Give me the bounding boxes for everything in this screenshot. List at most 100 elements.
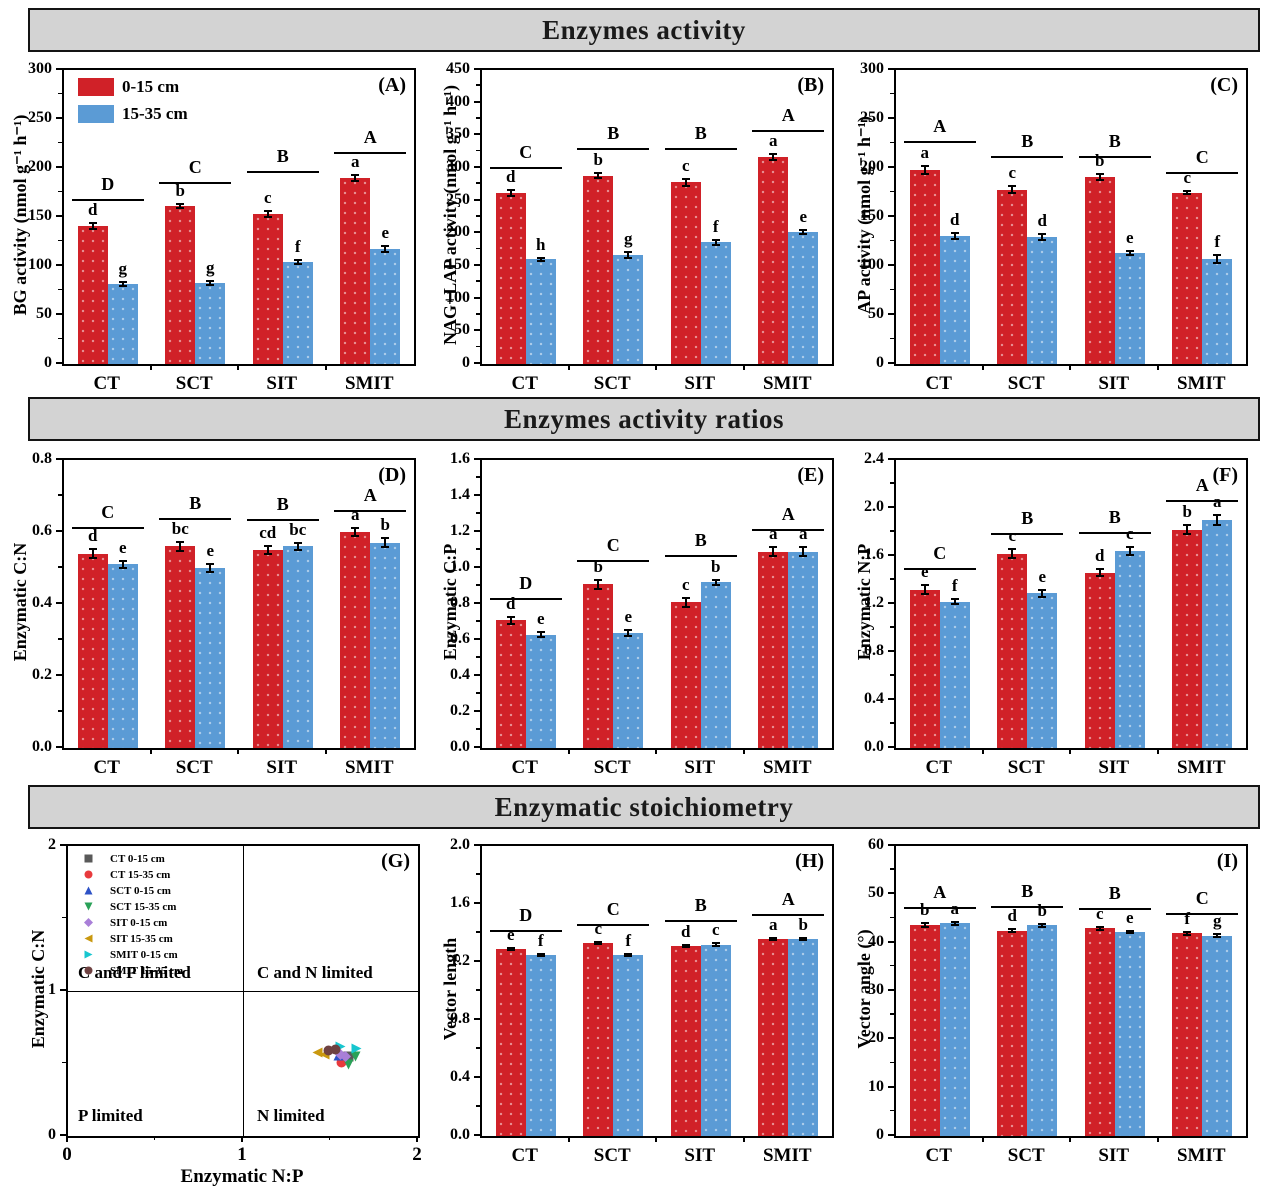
section-header-enzymes-activity-ratios: Enzymes activity ratios [28, 397, 1260, 441]
panel-F: Enzymatic N:P(F)ecdbfecaCBBA0.00.40.81.2… [848, 445, 1266, 785]
panel-tag: (B) [797, 74, 824, 96]
bar-SCT-0-15cm [583, 175, 614, 364]
error-bar-cap [1213, 254, 1222, 257]
significance-letter: b [711, 556, 721, 576]
significance-letter: a [920, 143, 930, 163]
error-bar-cap [381, 251, 390, 254]
x-category-label: SMIT [1176, 373, 1226, 394]
y-minor-tick [476, 117, 480, 119]
x-tick [981, 748, 984, 754]
x-tick [1069, 1136, 1071, 1142]
bar-CT-0-15cm [909, 169, 940, 364]
bar-SMIT-15-35cm [1202, 259, 1233, 364]
error-bar-cap [950, 231, 959, 234]
error-bar-cap [1038, 925, 1047, 928]
y-minor-tick [476, 931, 480, 933]
y-minor-tick [890, 626, 894, 628]
group-significance-letter: C [606, 899, 620, 920]
y-tick [60, 844, 66, 846]
y-minor-tick [476, 313, 480, 315]
x-tick [742, 1136, 745, 1142]
x-category-label: CT [93, 757, 120, 778]
bar-SIT-0-15cm [670, 182, 701, 364]
x-tick [1069, 364, 1071, 370]
scatter-legend-label: SMIT 15-35 cm [110, 965, 184, 977]
error-bar-cap [1038, 238, 1047, 241]
error-bar-cap [594, 943, 603, 946]
error-bar [1128, 251, 1131, 256]
y-tick [474, 329, 480, 332]
y-tick-label: 0.8 [450, 1010, 470, 1027]
y-tick [888, 362, 894, 364]
group-significance-letter: B [1108, 883, 1121, 904]
significance-letter: b [1095, 150, 1105, 170]
significance-letter: d [1007, 906, 1017, 926]
error-bar-cap [950, 923, 959, 926]
error-bar [597, 173, 600, 179]
bar-SIT-0-15cm [1084, 572, 1115, 748]
bar-SMIT-0-15cm [340, 532, 371, 748]
error-bar-cap [950, 603, 959, 605]
x-category-label: SCT [1007, 1145, 1045, 1166]
section-header-enzymes-activity: Enzymes activity [28, 8, 1260, 52]
significance-letter: h [536, 234, 546, 254]
bar-SIT-0-15cm [1084, 176, 1115, 364]
y-tick [474, 530, 480, 532]
error-bar [509, 947, 512, 951]
y-minor-tick [890, 530, 894, 532]
panel-row-1: BG activity (nmol g⁻¹ h⁻¹) (A) d b c a g g f e D C B… [0, 56, 1268, 397]
y-tick-label: 1.6 [450, 894, 470, 911]
x-tick-label: 0 [62, 1144, 72, 1165]
quadrant-label-p-limited: P limited [78, 1106, 143, 1125]
y-tick [474, 166, 480, 168]
y-minor-tick [890, 1109, 894, 1112]
error-bar-cap [681, 184, 690, 187]
y-tick [56, 530, 62, 532]
x-tick [1156, 1136, 1159, 1142]
bar-SMIT-0-15cm [758, 551, 789, 748]
x-tick [567, 364, 570, 370]
y-tick [56, 362, 62, 364]
significance-letter: d [88, 526, 98, 546]
y-tick-label: 1.2 [450, 522, 470, 539]
panel-I: Vector angle (°)(I)bdcfabegABBC010203040… [848, 833, 1266, 1188]
error-bar [509, 189, 512, 197]
group-significance-line [991, 906, 1064, 909]
panel-tag: (H) [795, 850, 824, 872]
group-significance-letter: B [607, 123, 620, 144]
significance-letter: e [1038, 566, 1047, 586]
group-significance-line [664, 148, 737, 151]
bar-SCT-15-35cm [1027, 593, 1058, 748]
error-bar-cap [88, 221, 97, 224]
y-minor-tick [476, 345, 480, 348]
y-tick-label: 50 [868, 305, 884, 322]
error-bar-cap [769, 159, 778, 162]
bar-SMIT-0-15cm [340, 177, 371, 364]
y-tick [888, 117, 894, 119]
y-tick-label: 200 [860, 158, 884, 175]
section-title: Enzymes activity ratios [504, 403, 784, 434]
bar-SMIT-0-15cm [1172, 192, 1203, 364]
y-tick [474, 710, 480, 712]
group-significance-letter: B [694, 123, 707, 144]
x-category-label: CT [925, 1145, 952, 1166]
y-tick-label: 0.4 [450, 666, 470, 683]
error-bar-cap [594, 587, 603, 590]
significance-letter: d [88, 199, 98, 219]
legend-label: 15-35 cm [122, 104, 188, 123]
bar-SMIT-0-15cm [758, 156, 789, 364]
x-minor-tick [153, 1136, 156, 1140]
significance-letter: bc [171, 519, 189, 539]
error-bar-cap [1183, 524, 1192, 527]
bar-CT-0-15cm [495, 620, 526, 748]
bar-SMIT-0-15cm [1172, 529, 1203, 748]
y-tick [888, 68, 894, 70]
error-bar-cap [594, 172, 603, 175]
x-tick [655, 364, 657, 370]
x-tick [149, 364, 152, 370]
error-bar [802, 230, 805, 234]
x-category-label: SIT [266, 757, 298, 778]
scatter-legend-label: CT 15-35 cm [110, 869, 171, 881]
error-bar-cap [206, 283, 215, 286]
